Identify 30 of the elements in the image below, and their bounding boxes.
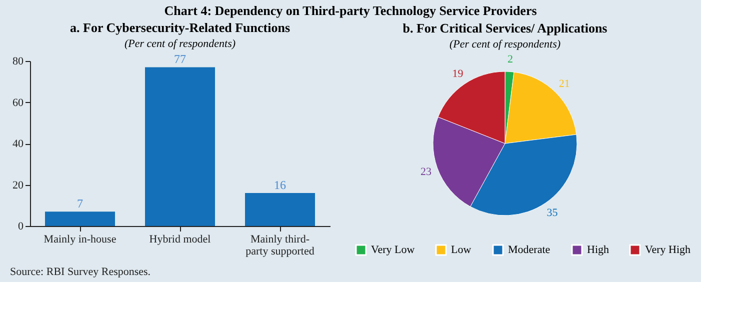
bar [45,212,115,226]
legend-label: Very High [645,244,692,256]
chart-subtitle: (Per cent of respondents) [449,38,561,51]
y-tick-label: 0 [18,220,24,232]
chart-title: b. For Critical Services/ Applications [402,20,608,36]
x-tick-label: Hybrid model [149,234,211,246]
x-tick-label: Mainly in-house [44,234,116,246]
y-tick-label: 80 [12,56,24,68]
data-label: 19 [452,68,464,80]
legend-label: High [587,244,610,256]
source-note: Source: RBI Survey Responses. [10,266,151,278]
legend-label: Moderate [508,244,550,256]
caption: Chart 4: Dependency on Third-party Technology Service Providers [164,3,537,18]
data-label: 23 [420,166,432,178]
legend-label: Low [451,244,472,256]
y-tick-label: 40 [12,138,24,150]
data-label: 2 [508,54,514,66]
legend-label: Very Low [371,244,415,256]
chart-title: a. For Cybersecurity-Related Functions [70,20,290,36]
x-tick-label: Mainly third-party supported [246,234,315,258]
data-label: 16 [274,178,286,192]
data-label: 77 [174,52,186,66]
data-label: 35 [546,206,558,219]
bar [245,193,315,226]
data-label: 21 [558,78,570,90]
data-label: 7 [77,196,83,211]
y-tick-label: 60 [12,96,24,109]
y-tick-label: 20 [12,179,24,192]
chart-subtitle: (Per cent of respondents) [124,38,236,50]
bar [145,67,215,226]
